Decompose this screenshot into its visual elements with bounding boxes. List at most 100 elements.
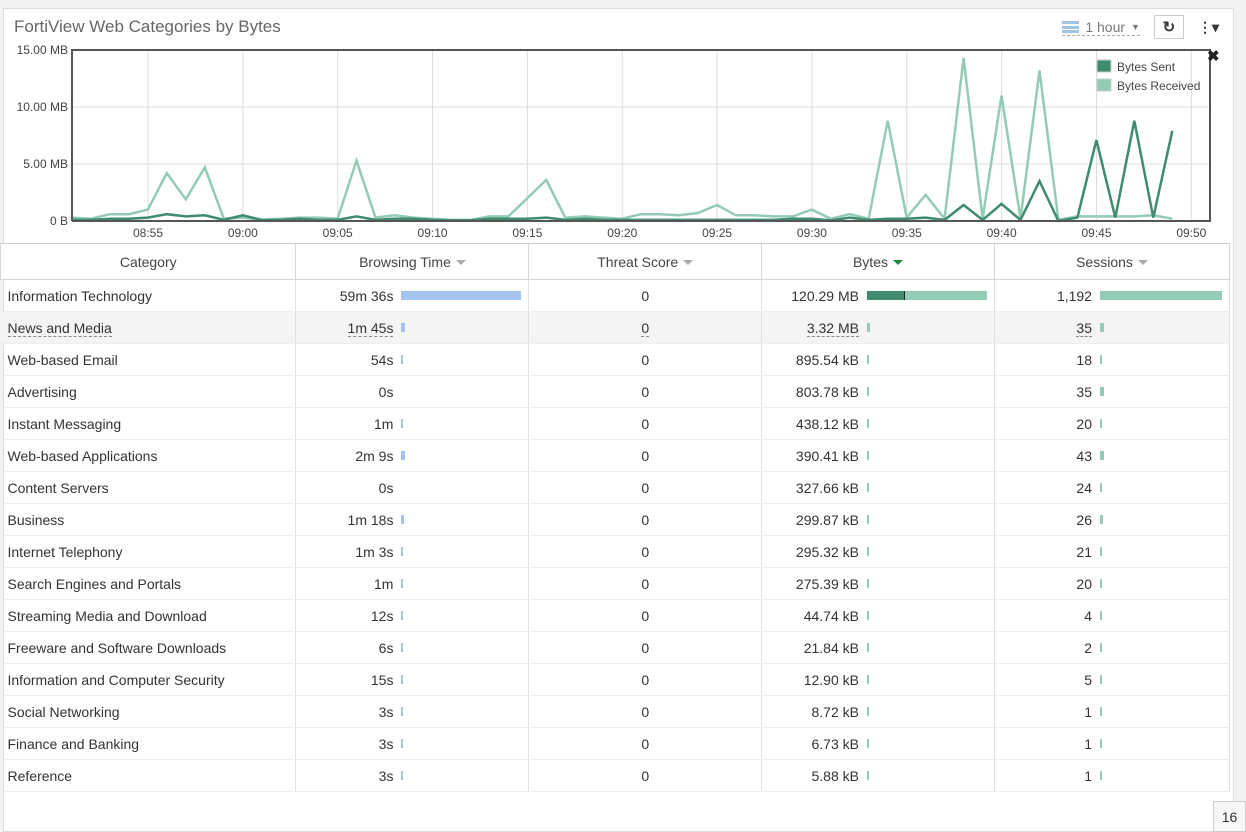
bytes-line-chart: 0 B 5.00 MB 10.00 MB 15.00 MB 08:55 09:00 09:0… — [17, 43, 1220, 240]
category-name: Social Networking — [7, 703, 120, 720]
category-name: Reference — [7, 767, 73, 784]
close-legend-icon[interactable]: ✖ — [1207, 48, 1220, 65]
column-header-sessions[interactable]: Sessions — [993, 243, 1231, 280]
browsing-time-cell: 3s — [295, 727, 530, 760]
bytes-cell: 21.84 kB — [761, 631, 995, 664]
categories-table: Category Browsing Time Threat Score Bytes Se… — [0, 243, 1231, 792]
table-row[interactable]: Reference 3s 0 5.88 kB 1 — [0, 759, 1231, 792]
category-name: Freeware and Software Downloads — [7, 639, 227, 656]
sessions-cell: 1 — [994, 695, 1231, 728]
table-row[interactable]: Internet Telephony 1m 3s 0 295.32 kB 21 — [0, 535, 1231, 568]
browsing-time-cell: 0s — [295, 471, 530, 504]
table-row[interactable]: News and Media 1m 45s 0 3.32 MB 35 — [0, 311, 1231, 344]
legend-label: Bytes Received — [1117, 79, 1200, 93]
sessions-value: 4 — [1084, 607, 1092, 624]
threat-score-value: 0 — [641, 607, 650, 624]
bytes-bar — [866, 323, 870, 332]
sessions-value: 43 — [1076, 447, 1092, 464]
sessions-bar — [1099, 739, 1102, 748]
bytes-cell: 299.87 kB — [761, 503, 995, 536]
sessions-cell: 18 — [994, 343, 1231, 376]
table-row[interactable]: Finance and Banking 3s 0 6.73 kB 1 — [0, 727, 1231, 760]
bytes-value: 120.29 MB — [791, 287, 859, 304]
sessions-value: 1 — [1084, 735, 1092, 752]
browsing-time-bar — [401, 323, 406, 332]
bytes-value: 327.66 kB — [795, 479, 859, 496]
bytes-bar — [866, 387, 869, 396]
browsing-time-value: 59m 36s — [339, 287, 394, 304]
sessions-cell: 1,192 — [994, 279, 1231, 312]
browsing-time-bar — [401, 739, 404, 748]
sort-caret-icon — [892, 260, 903, 266]
category-cell: Internet Telephony — [0, 535, 297, 568]
sessions-bar — [1099, 419, 1102, 428]
table-row[interactable]: Advertising 0s 0 803.78 kB 35 — [0, 375, 1231, 408]
threat-score-cell: 0 — [528, 695, 762, 728]
table-row[interactable]: Information Technology 59m 36s 0 120.29 … — [0, 279, 1231, 312]
sessions-bar — [1099, 611, 1102, 620]
category-name: Web-based Applications — [7, 447, 158, 464]
threat-score-value: 0 — [641, 511, 650, 528]
browsing-time-value: 0s — [378, 479, 394, 496]
table-row[interactable]: Freeware and Software Downloads 6s 0 21.… — [0, 631, 1231, 664]
sessions-bar — [1099, 451, 1104, 460]
column-header-bytes[interactable]: Bytes — [760, 243, 995, 280]
x-tick-label: 09:50 — [1176, 226, 1206, 240]
sessions-value: 35 — [1076, 319, 1092, 337]
threat-score-value: 0 — [641, 639, 650, 656]
category-cell: Web-based Applications — [0, 439, 297, 472]
sessions-bar — [1099, 483, 1102, 492]
threat-score-cell: 0 — [528, 343, 762, 376]
sessions-cell: 5 — [994, 663, 1231, 696]
category-name: Finance and Banking — [7, 735, 140, 752]
sessions-cell: 26 — [994, 503, 1231, 536]
sessions-bar — [1099, 579, 1102, 588]
table-row[interactable]: Social Networking 3s 0 8.72 kB 1 — [0, 695, 1231, 728]
bytes-bar — [866, 739, 869, 748]
sessions-bar — [1099, 291, 1222, 300]
bytes-bar — [866, 643, 869, 652]
refresh-button[interactable]: ↻ — [1153, 15, 1184, 39]
table-row[interactable]: Streaming Media and Download 12s 0 44.74… — [0, 599, 1231, 632]
bytes-cell: 5.88 kB — [761, 759, 995, 792]
category-cell: Information and Computer Security — [0, 663, 297, 696]
threat-score-cell: 0 — [528, 279, 762, 312]
sessions-bar — [1099, 387, 1104, 396]
x-tick-label: 09:30 — [797, 226, 827, 240]
threat-score-cell: 0 — [528, 759, 762, 792]
bytes-cell: 803.78 kB — [761, 375, 995, 408]
sessions-bar — [1099, 771, 1102, 780]
x-tick-label: 09:00 — [228, 226, 258, 240]
sessions-cell: 35 — [994, 311, 1231, 344]
category-cell: Business — [0, 503, 297, 536]
column-header-threat-score[interactable]: Threat Score — [528, 243, 762, 280]
bytes-bar — [866, 611, 869, 620]
category-cell: Finance and Banking — [0, 727, 297, 760]
browsing-time-value: 2m 9s — [355, 447, 394, 464]
table-row[interactable]: Web-based Email 54s 0 895.54 kB 18 — [0, 343, 1231, 376]
category-name: Streaming Media and Download — [7, 607, 207, 624]
column-header-browsing-time[interactable]: Browsing Time — [295, 243, 530, 280]
bytes-cell: 12.90 kB — [761, 663, 995, 696]
table-row[interactable]: Search Engines and Portals 1m 0 275.39 k… — [0, 567, 1231, 600]
caret-down-icon: ▼ — [1131, 21, 1140, 32]
category-cell: Social Networking — [0, 695, 297, 728]
bytes-value: 275.39 kB — [795, 575, 859, 592]
sessions-value: 21 — [1076, 543, 1092, 560]
table-row[interactable]: Business 1m 18s 0 299.87 kB 26 — [0, 503, 1231, 536]
sessions-cell: 1 — [994, 759, 1231, 792]
table-row[interactable]: Content Servers 0s 0 327.66 kB 24 — [0, 471, 1231, 504]
bytes-value: 803.78 kB — [795, 383, 859, 400]
table-row[interactable]: Instant Messaging 1m 0 438.12 kB 20 — [0, 407, 1231, 440]
column-header-category[interactable]: Category — [0, 243, 297, 280]
sessions-value: 1 — [1084, 703, 1092, 720]
table-row[interactable]: Information and Computer Security 15s 0 … — [0, 663, 1231, 696]
time-range-dropdown[interactable]: 1 hour ▼ — [1062, 19, 1140, 36]
column-header-label: Threat Score — [597, 253, 679, 270]
widget-menu-button[interactable]: ⋮▾ — [1198, 19, 1219, 36]
browsing-time-cell: 3s — [295, 695, 530, 728]
threat-score-value: 0 — [641, 447, 650, 464]
table-row[interactable]: Web-based Applications 2m 9s 0 390.41 kB… — [0, 439, 1231, 472]
browsing-time-bar — [401, 515, 405, 524]
sessions-value: 20 — [1076, 415, 1092, 432]
